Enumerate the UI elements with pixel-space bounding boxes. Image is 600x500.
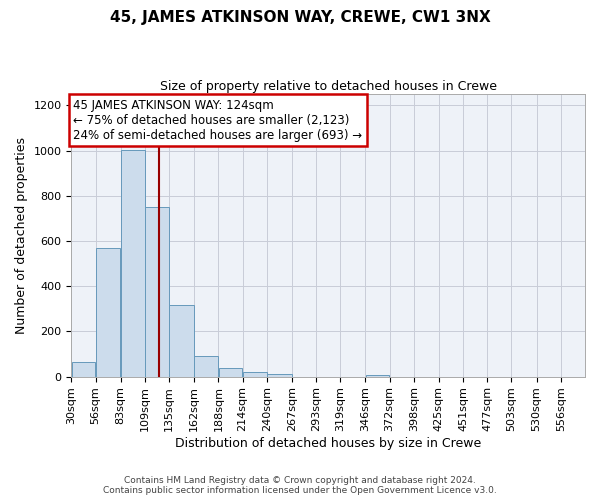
Bar (96, 248, 121, 376)
Bar (194, 356, 218, 376)
Bar (267, 374, 292, 376)
Bar (365, 375, 389, 376)
Bar (121, 150, 145, 376)
Bar (218, 368, 242, 376)
Bar (169, 306, 194, 376)
Text: Contains HM Land Registry data © Crown copyright and database right 2024.
Contai: Contains HM Land Registry data © Crown c… (103, 476, 497, 495)
Bar (243, 372, 266, 376)
Bar (145, 207, 169, 376)
Y-axis label: Number of detached properties: Number of detached properties (15, 137, 28, 334)
Title: Size of property relative to detached houses in Crewe: Size of property relative to detached ho… (160, 80, 497, 93)
Text: 45, JAMES ATKINSON WAY, CREWE, CW1 3NX: 45, JAMES ATKINSON WAY, CREWE, CW1 3NX (110, 10, 490, 25)
X-axis label: Distribution of detached houses by size in Crewe: Distribution of detached houses by size … (175, 437, 481, 450)
Bar (71, 362, 95, 376)
Text: 45 JAMES ATKINSON WAY: 124sqm
← 75% of detached houses are smaller (2,123)
24% o: 45 JAMES ATKINSON WAY: 124sqm ← 75% of d… (73, 98, 362, 142)
